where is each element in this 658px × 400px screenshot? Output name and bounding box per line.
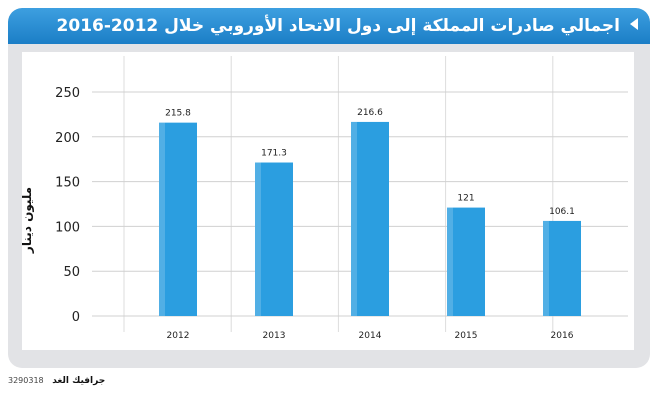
- chart-title: اجمالي صادرات المملكة إلى دول الاتحاد ال…: [56, 16, 620, 36]
- bar: [447, 207, 485, 316]
- bar-highlight: [447, 207, 453, 316]
- bar-value-label: 106.1: [549, 207, 575, 217]
- bar-highlight: [351, 121, 357, 317]
- bar-highlight: [159, 122, 165, 317]
- y-tick-label: 250: [55, 86, 80, 101]
- y-tick-label: 0: [72, 310, 80, 325]
- x-tick-label: 2016: [551, 331, 574, 341]
- x-tick-label: 2015: [455, 331, 478, 341]
- title-bar: اجمالي صادرات المملكة إلى دول الاتحاد ال…: [8, 8, 650, 44]
- bar: [255, 162, 293, 316]
- y-axis-label: مليون دينار: [20, 187, 35, 254]
- y-tick-label: 50: [63, 265, 80, 280]
- bar-value-label: 216.6: [357, 108, 383, 118]
- bar: [351, 121, 389, 317]
- bar: [159, 122, 197, 317]
- x-tick-label: 2012: [167, 331, 190, 341]
- bar-highlight: [543, 220, 549, 316]
- y-tick-label: 100: [55, 220, 80, 235]
- x-tick-label: 2013: [263, 331, 286, 341]
- bullet-triangle-icon: [630, 18, 638, 30]
- graphic-code: 3290318: [8, 376, 44, 385]
- footer-credit: 3290318 جرافيك الغد: [8, 376, 105, 386]
- y-tick-label: 200: [55, 131, 80, 146]
- bar-value-label: 215.8: [165, 109, 191, 119]
- bar-value-label: 171.3: [261, 149, 287, 159]
- bar-value-label: 121: [457, 194, 474, 204]
- x-tick-label: 2014: [359, 331, 382, 341]
- bar-highlight: [255, 162, 261, 316]
- graphic-brand: جرافيك الغد: [52, 376, 106, 386]
- bar: [543, 220, 581, 316]
- y-tick-label: 150: [55, 176, 80, 191]
